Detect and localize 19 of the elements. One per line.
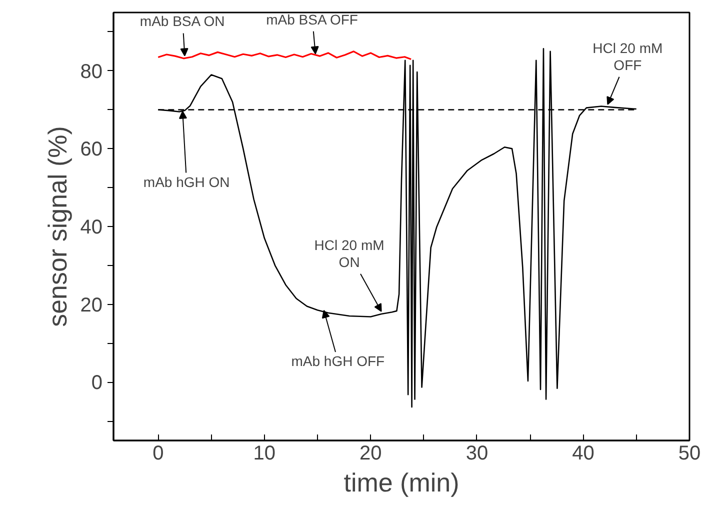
annotation: HCl 20 mM OFF <box>592 40 663 73</box>
x-tick-label: 40 <box>572 442 594 464</box>
y-tick-label: 60 <box>80 138 103 161</box>
x-tick-label: 0 <box>152 442 164 464</box>
annotation: mAb hGH ON <box>143 174 230 190</box>
annotation: mAb BSA OFF <box>266 11 358 28</box>
x-tick-label: 50 <box>678 442 701 464</box>
y-tick-label: 80 <box>80 60 103 83</box>
x-tick-label: 30 <box>466 442 488 464</box>
annotation: mAb hGH OFF <box>291 352 385 369</box>
y-tick-label: 0 <box>91 372 102 394</box>
annotation: mAb BSA ON <box>140 13 225 30</box>
annotation: HCl 20 mM ON <box>314 236 384 270</box>
x-tick-label: 10 <box>253 442 276 464</box>
y-tick-label: 20 <box>80 294 103 316</box>
y-tick-label: 40 <box>80 216 103 238</box>
x-tick-label: 20 <box>360 442 382 464</box>
x-axis-title: time (min) <box>344 468 460 498</box>
y-axis-title: sensor signal (%) <box>42 126 72 327</box>
